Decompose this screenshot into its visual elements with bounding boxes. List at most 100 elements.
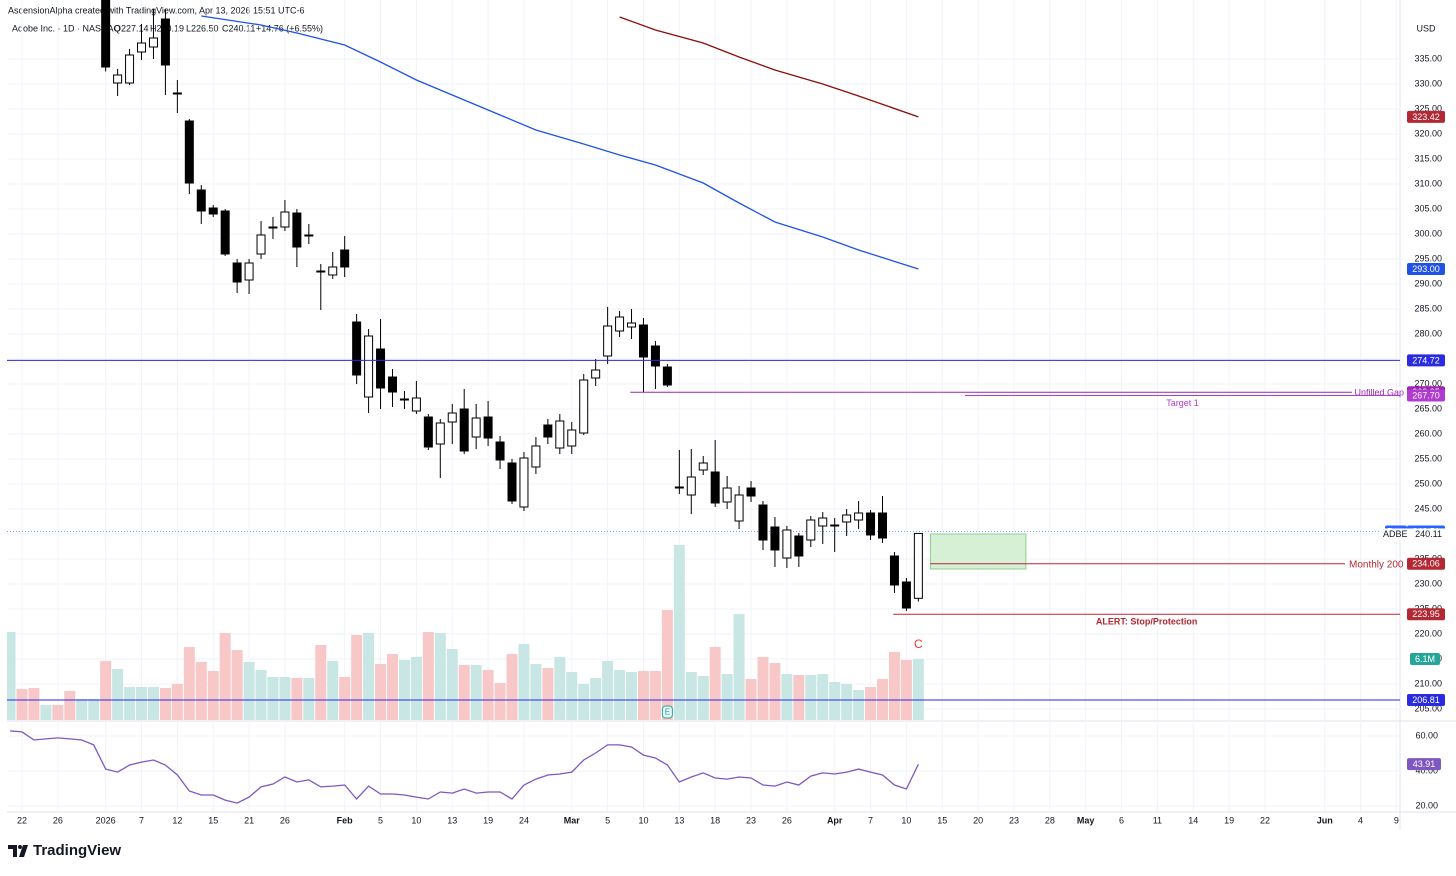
x-tick-label: 26 [280,815,290,825]
candle-body [137,42,147,53]
level-tag-label: 234.06 [1412,559,1440,569]
level-text-bg [1352,387,1406,398]
rsi-tag [1407,758,1441,771]
x-tick-label: 26 [53,815,63,825]
candle-body [483,416,493,439]
y-tick-label: 250.00 [1414,478,1442,488]
ma-tag-label: 293.00 [1412,264,1440,274]
volume-bar [709,647,721,720]
x-tick-label: 5 [378,815,383,825]
candle-body [387,376,397,393]
volume-bar [458,665,470,720]
y-tick-label: 310.00 [1414,178,1442,188]
volume-bar [590,678,602,720]
y-tick-label: 285.00 [1414,303,1442,313]
earnings-marker [661,705,673,719]
price-tags: 274.72268.35267.70234.06223.95206.81293.… [1380,110,1445,771]
earnings-marker-label: E [665,708,670,717]
candle-body [292,212,302,248]
x-tick-label: 23 [1009,815,1019,825]
x-tick-label: 24 [519,815,529,825]
candle-body [710,471,720,504]
candle-body [352,321,362,376]
logo-dot [18,845,22,849]
volume-bar [781,674,793,720]
x-tick-label: 26 [782,815,792,825]
candle-body [220,210,230,255]
level-tag-label: 223.95 [1412,609,1440,619]
x-tick-label: 10 [638,815,648,825]
candle-body [364,335,374,398]
y-tick-label: 210.00 [1414,678,1442,688]
legend-symbol: Adobe Inc. · 1D · NASDAQ [12,23,121,33]
volume-tag-label: 6.1M [1415,654,1435,664]
x-tick-label: Feb [337,815,354,825]
candle-body [507,462,517,502]
x-tick-label: 11 [1153,815,1162,825]
candle-body [746,487,756,497]
x-tick-label: 4 [1358,815,1363,825]
x-tick-label: 21 [244,815,254,825]
volume-bar [207,671,219,720]
volume-bar [697,676,709,720]
rsi-tag-label: 43.91 [1413,759,1436,769]
moving-average [201,15,919,270]
candle-body [280,211,290,228]
volume-bar [171,684,183,720]
volume-bar [100,661,112,720]
y-tick-label: 315.00 [1414,153,1442,163]
candle-body [650,345,660,367]
x-tick-label: 23 [746,815,756,825]
candle-body [196,189,206,212]
volume-bar [112,669,124,720]
x-tick-label: 15 [208,815,218,825]
volume-bar [721,674,733,720]
y-tick-label: 255.00 [1414,453,1442,463]
x-tick-label: 22 [17,815,27,825]
candle-body [579,379,589,434]
volume-bar [817,674,829,720]
level-text: Unfilled Gap [1354,388,1404,398]
volume-bar [327,661,339,720]
logo: TradingView [8,842,121,859]
level-tag [1407,608,1445,621]
volume-bar [183,647,195,720]
ma-tag [1407,263,1445,275]
x-tick-label: 20 [973,815,983,825]
ma-tag-label: 323.42 [1412,112,1440,122]
y-tick-label: 330.00 [1414,78,1442,88]
volume-bar [733,614,745,720]
candle-body [184,120,194,184]
y-tick-label: 205.00 [1414,703,1442,713]
candle-body [686,476,696,496]
volume-bar [482,670,494,720]
y-tick-label: 325.00 [1414,103,1442,113]
volume-bar [422,632,434,720]
volume-bar [614,670,626,720]
volume-bar [578,684,590,720]
currency: USD [1416,23,1436,33]
volume-bar [315,645,327,720]
y-tick-label: 230.00 [1414,578,1442,588]
volume-bar [291,678,303,720]
candle-body [340,249,350,268]
candle-body [866,512,876,536]
x-tick-label: 10 [901,815,911,825]
volume-bar [303,678,315,720]
rsi-line [9,730,919,804]
candle-body [543,424,553,438]
candle-body [615,316,625,332]
last-value: 240.11 [1415,529,1442,539]
volume-bar [195,662,207,720]
level-tag-label: 206.81 [1412,695,1440,705]
volume-bar [40,705,52,720]
candle-body [328,266,338,276]
x-tick-label: May [1077,815,1095,825]
volume-bar [494,683,506,720]
candle-body [447,412,457,423]
volume-bar [28,688,40,720]
x-tick-label: 28 [1045,815,1055,825]
candle-body [758,504,768,541]
volume-bar [267,677,279,720]
